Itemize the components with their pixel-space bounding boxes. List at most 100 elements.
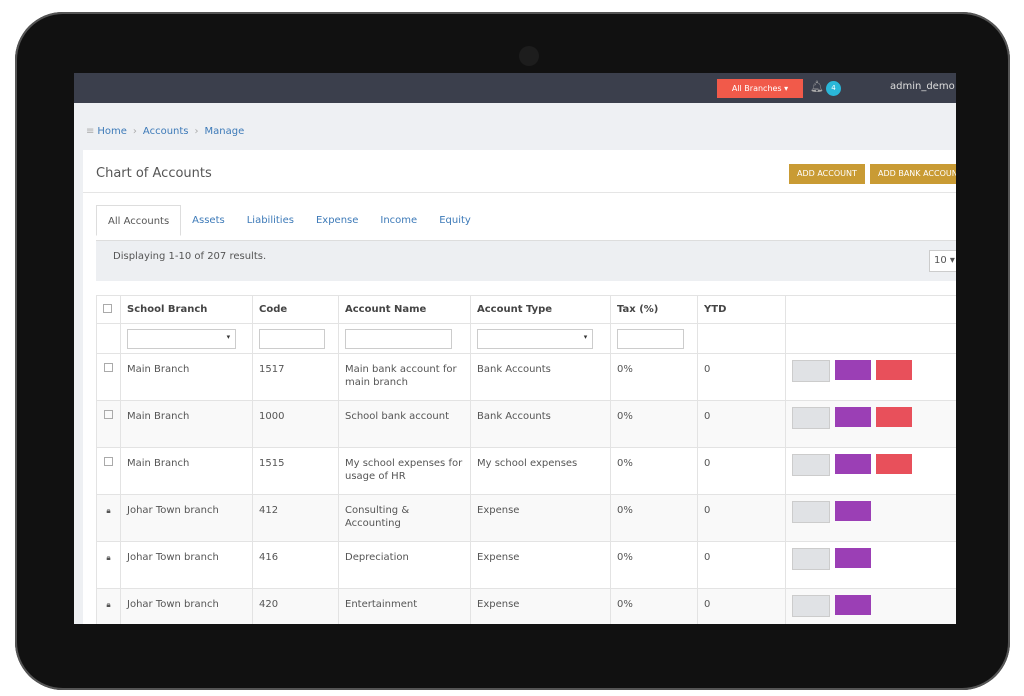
user-name[interactable]: admin_demo: [890, 81, 955, 92]
header-cell: Account Name: [338, 295, 471, 324]
table-cell: Expense: [470, 494, 611, 542]
tab[interactable]: Income: [380, 215, 418, 226]
filter-cell: [252, 323, 339, 354]
tab[interactable]: Assets: [192, 215, 225, 226]
view-button[interactable]: [792, 454, 830, 476]
filter-cell: [785, 323, 956, 354]
table-cell: Main Branch: [120, 447, 253, 495]
table-row: Main Branch 1515 My school expenses for us…: [96, 447, 956, 495]
header-cell: Account Type: [470, 295, 611, 324]
table-cell: 0%: [610, 447, 698, 495]
table-cell: Entertainment: [338, 588, 471, 624]
filter-cell: [338, 323, 471, 354]
edit-button[interactable]: [835, 501, 871, 521]
table-cell: Johar Town branch: [120, 541, 253, 589]
table-cell: 416: [252, 541, 339, 589]
notification-badge[interactable]: 4: [826, 81, 841, 96]
table-cell: 1515: [252, 447, 339, 495]
bell-icon[interactable]: 🔔︎: [810, 80, 824, 93]
delete-button[interactable]: [876, 360, 912, 380]
filter-input[interactable]: [259, 328, 326, 349]
header-cell: YTD: [697, 295, 786, 324]
table-cell: 0: [697, 588, 786, 624]
add-bank-account-button[interactable]: ADD BANK ACCOUNT: [870, 164, 956, 184]
filter-input[interactable]: [345, 328, 452, 349]
table-cell: Main bank account for main branch: [338, 353, 471, 401]
table-cell: Expense: [470, 588, 611, 624]
header-cell: School Branch: [120, 295, 253, 324]
table-cell: Bank Accounts: [470, 400, 611, 448]
view-button[interactable]: [792, 407, 830, 429]
select-cell: 🔒︎: [96, 588, 121, 624]
table-row: 🔒︎ Johar Town branch 420 Entertainment Expen…: [96, 588, 956, 624]
filter-select[interactable]: ▾: [127, 328, 237, 349]
table-cell: 0%: [610, 494, 698, 542]
page-size-select[interactable]: 10 ▾: [929, 250, 956, 272]
select-cell: [96, 447, 121, 495]
branch-button-label: All Branches: [731, 84, 782, 93]
actions-cell: [785, 400, 956, 448]
delete-button[interactable]: [876, 407, 912, 427]
select-cell: [96, 400, 121, 448]
table-cell: 1517: [252, 353, 339, 401]
summary-bar: Displaying 1-10 of 207 results. 10 ▾: [96, 240, 956, 281]
actions-cell: [785, 494, 956, 542]
actions-cell: [785, 541, 956, 589]
checkbox[interactable]: [103, 303, 112, 313]
actions-cell: [785, 588, 956, 624]
view-button[interactable]: [792, 360, 830, 382]
edit-button[interactable]: [835, 407, 871, 427]
checkbox[interactable]: [104, 363, 113, 372]
filter-select[interactable]: ▾: [477, 328, 594, 349]
view-button[interactable]: [792, 501, 830, 523]
filter-cell: ▾: [470, 323, 611, 354]
filter-cell: ▾: [120, 323, 253, 354]
view-button[interactable]: [792, 548, 830, 570]
header-cell: Tax (%): [610, 295, 698, 324]
separator: ›: [132, 126, 137, 137]
view-button[interactable]: [792, 595, 830, 617]
breadcrumb-link[interactable]: Manage: [204, 126, 245, 137]
table-cell: 0%: [610, 588, 698, 624]
header-row: School Branch Code Account Name Account Typ…: [96, 295, 956, 324]
edit-button[interactable]: [835, 454, 871, 474]
table-cell: My school expenses for usage of HR: [338, 447, 471, 495]
top-bar: All Branches ▾ 🔔︎ 4 admin_demo: [74, 73, 956, 103]
edit-button[interactable]: [835, 595, 871, 615]
filter-cell: [697, 323, 786, 354]
table-cell: School bank account: [338, 400, 471, 448]
filter-cell: [610, 323, 698, 354]
branch-button[interactable]: All Branches ▾: [717, 79, 803, 98]
header-cell: [96, 295, 121, 324]
breadcrumb: ≡ Home › Accounts › Manage: [86, 126, 244, 137]
edit-button[interactable]: [835, 360, 871, 380]
edit-button[interactable]: [835, 548, 871, 568]
filter-input[interactable]: [617, 328, 685, 349]
tab[interactable]: All Accounts: [96, 205, 182, 236]
tab[interactable]: Equity: [439, 215, 471, 226]
summary-text: Displaying 1-10 of 207 results.: [113, 251, 267, 262]
add-account-button[interactable]: ADD ACCOUNT: [789, 164, 865, 184]
tab[interactable]: Liabilities: [246, 215, 294, 226]
breadcrumb-link[interactable]: Accounts: [142, 126, 189, 137]
delete-button[interactable]: [876, 454, 912, 474]
table-cell: Johar Town branch: [120, 588, 253, 624]
breadcrumb-link[interactable]: Home: [97, 126, 127, 137]
table-cell: 0: [697, 353, 786, 401]
table-cell: 0%: [610, 353, 698, 401]
table-cell: Main Branch: [120, 353, 253, 401]
tab[interactable]: Expense: [315, 215, 359, 226]
checkbox[interactable]: [104, 457, 113, 466]
table-cell: Bank Accounts: [470, 353, 611, 401]
table-cell: 0%: [610, 541, 698, 589]
page-size: 10: [934, 255, 947, 266]
table-cell: Consulting & Accounting: [338, 494, 471, 542]
table-cell: 0%: [610, 400, 698, 448]
dropdown-arrow: ▾: [583, 332, 588, 341]
table-cell: Main Branch: [120, 400, 253, 448]
actions-cell: [785, 353, 956, 401]
camera: [519, 46, 539, 66]
checkbox[interactable]: [104, 410, 113, 419]
lock-icon: 🔒︎: [106, 506, 111, 515]
